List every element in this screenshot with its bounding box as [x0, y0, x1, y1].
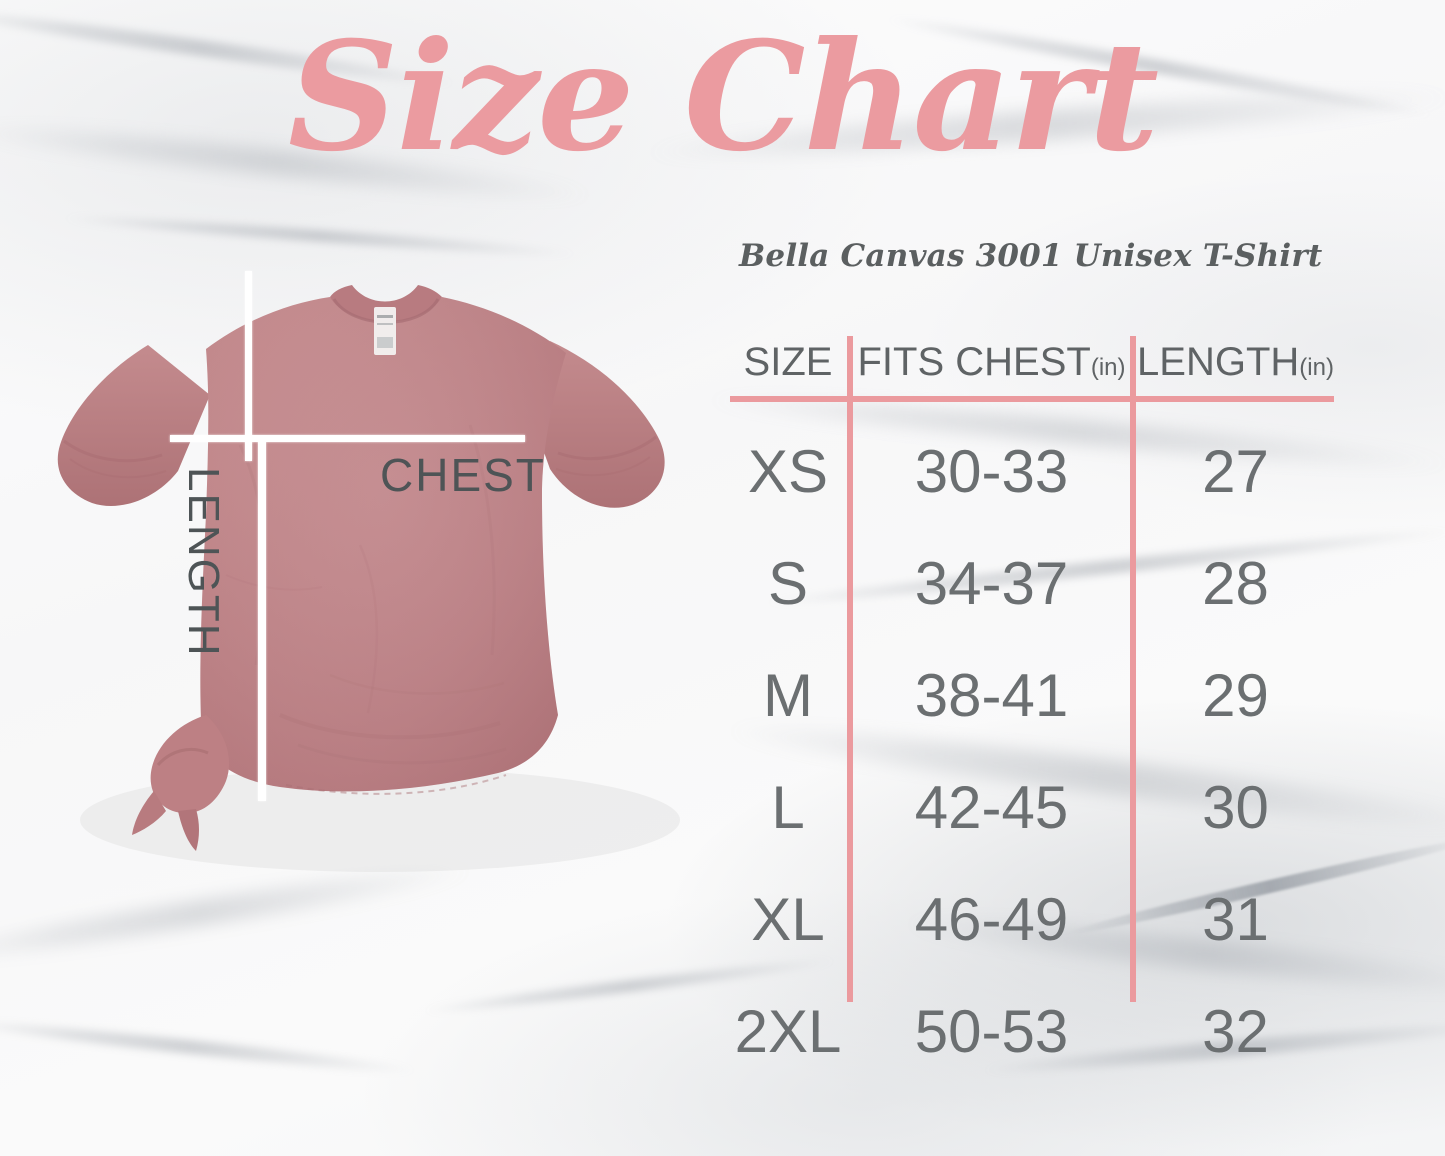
cell-length: 32 — [1202, 998, 1269, 1065]
column-divider-1 — [847, 336, 853, 1002]
column-header-length-unit: (in) — [1299, 354, 1334, 381]
cell-length: 30 — [1202, 774, 1269, 841]
table-row: L 42-45 30 — [727, 752, 1337, 864]
cell-size: S — [767, 550, 809, 617]
length-measure-label: LENGTH — [179, 467, 228, 658]
cell-size: 2XL — [734, 998, 842, 1065]
table-row: S 34-37 28 — [727, 528, 1337, 640]
column-divider-2 — [1130, 336, 1136, 1002]
table-row: 2XL 50-53 32 — [727, 976, 1337, 1088]
cell-size: M — [763, 662, 813, 729]
cell-length: 27 — [1202, 438, 1269, 505]
page-title: Size Chart — [287, 9, 1159, 185]
table-header-row: SIZE FITS CHEST(in) LENGTH(in) — [727, 326, 1337, 382]
chest-measure-label: CHEST — [380, 449, 546, 501]
length-guide-line-top — [245, 271, 252, 461]
column-header-length-text: LENGTH — [1137, 340, 1300, 384]
size-table-panel: Bella Canvas 3001 Unisex T-Shirt SIZE FI… — [727, 238, 1337, 1062]
product-subtitle: Bella Canvas 3001 Unisex T-Shirt — [739, 238, 1323, 274]
cell-length: 31 — [1202, 886, 1269, 953]
table-row: XS 30-33 27 — [727, 416, 1337, 528]
size-table: SIZE FITS CHEST(in) LENGTH(in) XS 30-33 … — [727, 282, 1337, 1062]
tshirt-product-image: CHEST LENGTH — [30, 245, 710, 885]
cell-chest: 30-33 — [914, 438, 1069, 505]
cell-chest: 42-45 — [914, 774, 1069, 841]
length-guide-line-main — [258, 441, 266, 801]
cell-chest: 46-49 — [914, 886, 1069, 953]
column-header-chest-unit: (in) — [1090, 354, 1126, 381]
cell-size: XL — [751, 886, 825, 953]
table-row: XL 46-49 31 — [727, 864, 1337, 976]
column-header-size: SIZE — [743, 340, 833, 384]
cell-length: 28 — [1202, 550, 1269, 617]
cell-size: XS — [747, 438, 829, 505]
cell-size: L — [771, 774, 805, 841]
table-row: M 38-41 29 — [727, 640, 1337, 752]
chest-guide-line — [170, 435, 525, 442]
cell-chest: 38-41 — [914, 662, 1069, 729]
cell-chest: 50-53 — [914, 998, 1069, 1065]
tshirt-illustration — [57, 285, 680, 872]
table-body: XS 30-33 27 S 34-37 28 M 38-41 29 L 42-4… — [727, 416, 1337, 1088]
column-header-chest: FITS CHEST(in) — [849, 342, 1134, 382]
header-divider-horizontal — [730, 396, 1334, 402]
cell-length: 29 — [1202, 662, 1269, 729]
column-header-chest-text: FITS CHEST — [857, 340, 1091, 384]
column-header-length: LENGTH(in) — [1134, 342, 1337, 382]
cell-chest: 34-37 — [914, 550, 1069, 617]
